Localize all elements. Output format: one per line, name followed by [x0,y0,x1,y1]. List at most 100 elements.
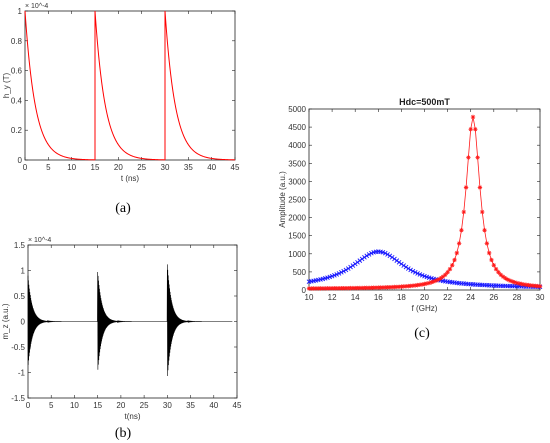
data-point [415,282,420,288]
data-point [408,283,413,289]
data-point [528,283,533,288]
y-tick-label: 2000 [288,214,306,223]
data-point [417,282,423,288]
chart-title: Hdc=500mT [399,97,450,107]
y-tick-label: 4500 [288,123,306,132]
data-point [419,282,425,287]
data-point [466,155,471,160]
y-tick-label: 0.8 [11,37,23,46]
data-point [403,284,409,289]
data-point [403,264,409,270]
data-point [348,285,353,291]
y-tick-label: 3500 [288,159,306,168]
data-point [313,286,319,291]
data-point [369,285,374,290]
y-tick-label: 2500 [288,196,306,205]
data-point [415,271,420,276]
x-tick-label: 40 [209,401,218,410]
data-point [512,280,517,285]
data-point [385,252,390,257]
y-tick-label: 1 [18,7,23,16]
data-point [350,263,356,268]
data-point [339,270,344,275]
x-axis-label: f (GHz) [412,304,438,313]
data-point [526,282,531,288]
data-point [380,285,386,290]
x-tick-label: 45 [233,401,242,410]
plot-frame [24,10,236,161]
data-point [519,281,524,287]
x-axis-label: t (ns) [121,174,140,183]
x-tick-label: 14 [351,293,360,302]
chart-b: 0 5 10 15 20 25 30 35 40 45 -1.5 -1 -0.5 0 0.5 1 1.5 t(ns… [1,237,242,421]
y-tick-label: -0.5 [11,343,25,352]
data-point [477,185,483,190]
data-point [387,285,393,290]
data-point [489,257,494,263]
data-point [396,284,402,289]
series-line-mz [27,264,233,377]
data-point [320,286,326,291]
data-point [318,286,323,291]
data-point [389,254,395,260]
data-point [343,285,349,291]
data-point [454,250,460,256]
y-tick-label: 1500 [288,232,306,241]
data-point [364,285,369,291]
data-point [496,270,501,275]
data-point [378,285,383,290]
data-point [450,262,455,268]
data-point [491,262,496,268]
x-tick-label: 30 [161,163,170,172]
data-point [345,266,351,271]
panel-label-b: (b) [115,426,132,441]
data-point [507,278,513,283]
data-point [410,268,416,274]
x-tick-label: 25 [140,401,149,410]
data-point [311,286,316,291]
data-point [426,280,432,286]
data-point [383,285,388,290]
data-point [336,271,342,276]
data-point [470,114,476,120]
data-point [339,286,344,291]
y-tick-label: 0.6 [11,67,23,76]
data-point [433,278,439,283]
data-point [353,285,358,291]
x-tick-label: 20 [114,163,123,172]
x-tick-label: 10 [67,163,76,172]
data-point [392,284,397,290]
data-point [431,279,436,284]
y-tick-label: 4000 [288,141,306,150]
data-point [521,282,527,287]
data-point [484,241,490,246]
data-point [447,266,453,272]
data-point [406,266,411,271]
data-point [517,281,522,286]
y-tick-label: -1 [18,369,26,378]
x-tick-label: 45 [231,163,240,172]
data-point [410,283,416,288]
x-tick-label: 10 [70,401,79,410]
panel-label-a: (a) [115,201,131,216]
x-tick-label: 26 [489,293,498,302]
data-point [322,286,328,291]
x-tick-label: 28 [512,293,521,302]
x-tick-label: 16 [374,293,383,302]
data-point [505,277,510,282]
data-point [456,241,462,246]
data-point [359,256,365,262]
plot-frame [308,108,541,291]
x-tick-label: 20 [116,401,125,410]
x-tick-label: 35 [186,401,195,410]
y-tick-label: 0.4 [11,96,23,105]
y-tick-label: 0 [21,318,26,327]
y-exponent: × 10^-4 [28,237,51,244]
data-point [334,286,339,291]
data-point [422,281,427,287]
data-point [537,284,543,289]
data-point [362,254,367,260]
y-tick-label: 0.5 [14,292,26,301]
data-point [443,272,448,277]
data-point [373,285,379,290]
